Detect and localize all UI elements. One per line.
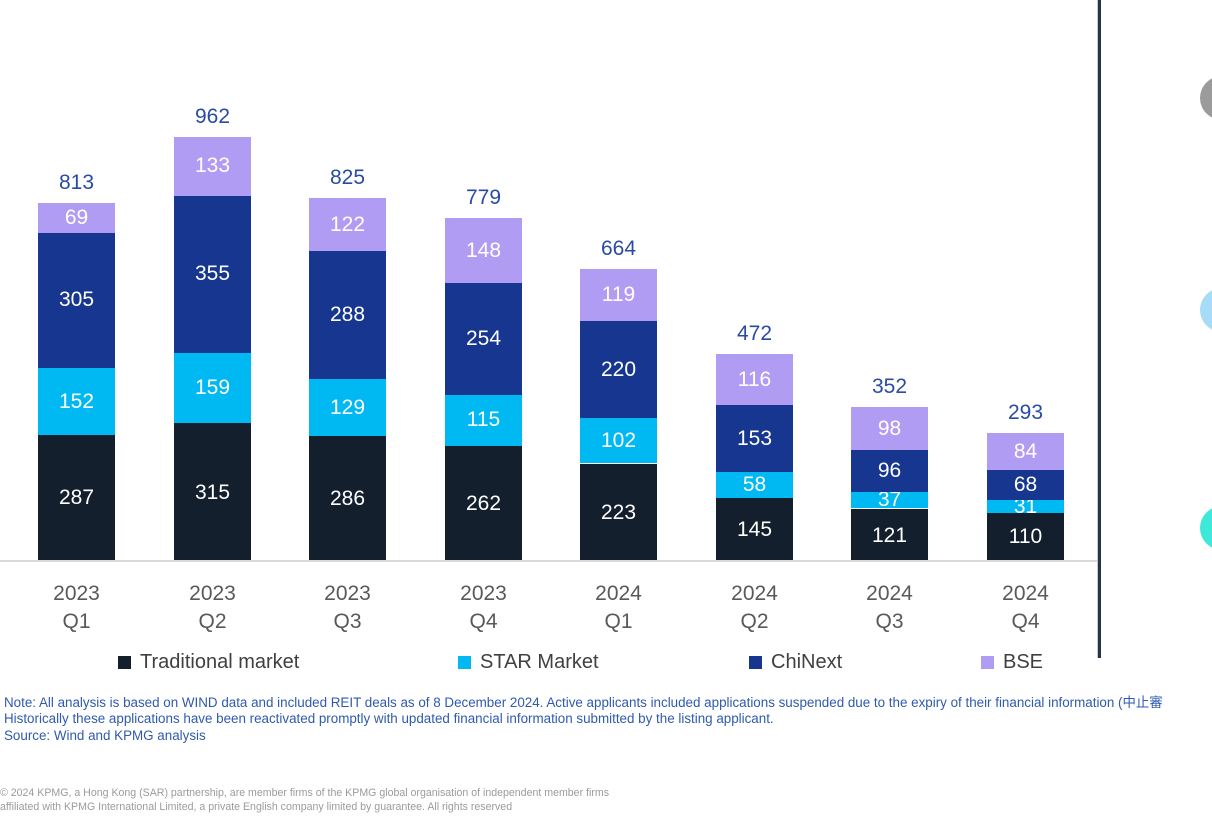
x-axis-label-quarter: Q1 — [604, 610, 633, 633]
legend-item-chinext: ChiNext — [749, 650, 842, 674]
bar-segment-chinext: 288 — [309, 251, 386, 379]
legend-item-star-market: STAR Market — [458, 650, 599, 674]
copyright-line-1: © 2024 KPMG, a Hong Kong (SAR) partnersh… — [0, 787, 609, 799]
bar-segment-star-market: 115 — [445, 395, 522, 447]
legend-swatch-star-market — [458, 655, 471, 669]
x-axis-label-year: 2024 — [866, 582, 913, 605]
x-axis-label: 2023 Q2 — [144, 580, 281, 636]
bar-segment-star-market: 37 — [851, 489, 928, 510]
bar-segment-traditional-market: 286 — [309, 435, 386, 562]
bar-segment-traditional-market: 110 — [987, 513, 1064, 562]
x-axis-label-quarter: Q4 — [1011, 610, 1040, 633]
x-axis-label-year: 2023 — [53, 582, 100, 605]
bar-segment-chinext: 254 — [445, 283, 522, 396]
x-axis-label-quarter: Q2 — [740, 610, 769, 633]
x-axis-label-year: 2023 — [189, 582, 236, 605]
bar-total-label: 352 — [871, 374, 908, 398]
legend-item-traditional-market: Traditional market — [118, 650, 299, 674]
source-line: Source: Wind and KPMG analysis — [4, 727, 206, 743]
x-axis-label: 2024 Q1 — [550, 580, 687, 636]
legend-label: Traditional market — [140, 650, 300, 673]
bar-segment-traditional-market: 287 — [38, 435, 115, 562]
x-axis-label: 2024 Q3 — [821, 580, 958, 636]
bar-segment-bse: 84 — [987, 432, 1064, 470]
legend-swatch-chinext — [749, 655, 762, 669]
bar-segment-chinext: 153 — [716, 404, 793, 473]
chart-legend: Traditional market STAR Market ChiNext BSE — [0, 650, 1098, 674]
x-axis-label: 2023 Q1 — [8, 580, 145, 636]
bar-total-label: 472 — [736, 321, 773, 345]
x-axis-label-quarter: Q3 — [875, 610, 904, 633]
bar-total-label: 779 — [465, 185, 502, 209]
vertical-divider-highlight — [1097, 0, 1098, 658]
bar-segment-bse: 119 — [580, 268, 657, 322]
x-axis-line — [0, 560, 1098, 562]
bar-segment-chinext: 355 — [174, 195, 251, 353]
bar-segment-star-market: 152 — [38, 368, 115, 436]
note-line-1: Note: All analysis is based on WIND data… — [4, 695, 1163, 710]
copyright-line-2: affiliated with KPMG International Limit… — [0, 801, 513, 813]
bar-segment-traditional-market: 315 — [174, 422, 251, 562]
note-block: Note: All analysis is based on WIND data… — [4, 695, 1212, 744]
bar-segment-star-market: 58 — [716, 472, 793, 498]
teal-circle-icon — [1200, 506, 1212, 550]
x-axis-label-quarter: Q1 — [62, 610, 91, 633]
bar-total-label: 293 — [1007, 400, 1044, 424]
x-axis-label-year: 2024 — [731, 582, 778, 605]
x-axis-label-quarter: Q3 — [333, 610, 362, 633]
bar-segment-traditional-market: 262 — [445, 446, 522, 562]
legend-label: STAR Market — [480, 650, 599, 673]
bar-segment-chinext: 68 — [987, 469, 1064, 500]
bar-segment-bse: 148 — [445, 217, 522, 284]
x-axis-label-year: 2024 — [595, 582, 642, 605]
bar-segment-bse: 69 — [38, 202, 115, 234]
bar-segment-star-market: 31 — [987, 496, 1064, 516]
x-axis-label: 2023 Q3 — [279, 580, 416, 636]
x-axis-label: 2023 Q4 — [415, 580, 552, 636]
legend-swatch-bse — [981, 655, 994, 669]
bar-segment-bse: 122 — [309, 197, 386, 252]
bar-segment-chinext: 305 — [38, 233, 115, 368]
x-axis-label-quarter: Q2 — [198, 610, 227, 633]
bar-total-label: 664 — [600, 236, 637, 260]
x-axis-label-year: 2024 — [1002, 582, 1049, 605]
x-axis-label-year: 2023 — [460, 582, 507, 605]
bar-total-label: 813 — [58, 170, 95, 194]
note-line-2: Historically these applications have bee… — [4, 711, 774, 727]
copyright-block: © 2024 KPMG, a Hong Kong (SAR) partnersh… — [0, 786, 1212, 814]
bar-segment-star-market: 129 — [309, 378, 386, 436]
legend-item-bse: BSE — [981, 650, 1043, 674]
bar-segment-traditional-market: 223 — [580, 463, 657, 562]
light-blue-circle-icon — [1200, 288, 1212, 332]
legend-swatch-traditional-market — [118, 655, 131, 669]
legend-label: BSE — [1003, 650, 1044, 673]
vertical-divider — [1098, 0, 1101, 658]
x-axis-label-year: 2023 — [324, 582, 371, 605]
stacked-bar-chart: 287 152 305 69 813 2023 Q1 315 159 355 133 962 2023 Q… — [8, 105, 1094, 636]
x-axis-label: 2024 Q2 — [686, 580, 823, 636]
bar-segment-star-market: 102 — [580, 418, 657, 464]
bar-segment-traditional-market: 145 — [716, 497, 793, 562]
legend-label: ChiNext — [771, 650, 843, 673]
bar-segment-bse: 133 — [174, 137, 251, 196]
x-axis-label-quarter: Q4 — [469, 610, 498, 633]
gray-circle-icon — [1200, 76, 1212, 120]
bar-segment-traditional-market: 121 — [851, 508, 928, 562]
bar-segment-chinext: 220 — [580, 321, 657, 419]
bar-segment-bse: 98 — [851, 406, 928, 450]
bar-segment-star-market: 159 — [174, 352, 251, 423]
bar-total-label: 825 — [329, 165, 366, 189]
bar-segment-bse: 116 — [716, 353, 793, 405]
bar-segment-chinext: 96 — [851, 449, 928, 493]
bar-total-label: 962 — [194, 105, 231, 128]
x-axis-label: 2024 Q4 — [957, 580, 1094, 636]
